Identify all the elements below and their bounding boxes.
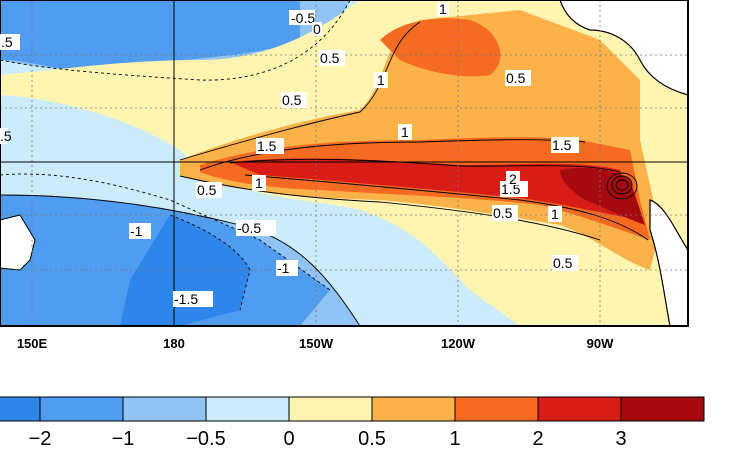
- contour-label: .5: [0, 128, 12, 144]
- colorbar-tick-label: −1: [112, 428, 135, 450]
- field-neg-1.5: [120, 215, 250, 326]
- longitude-label: 150W: [299, 336, 334, 351]
- longitude-label: 90W: [587, 336, 614, 351]
- contour-label: -1: [130, 223, 143, 239]
- longitude-label: 180: [163, 336, 185, 351]
- contour-label: 1: [377, 72, 385, 88]
- field-pos-3: [560, 168, 645, 225]
- colorbar-swatch: [371, 396, 456, 422]
- contour-label: -1: [277, 260, 290, 276]
- contour-label: 0.5: [282, 92, 302, 108]
- colorbar: −2 −1 −0.5 0 0.5 1 2 3: [0, 396, 705, 450]
- colorbar-tick-label: −2: [29, 428, 52, 450]
- colorbar-swatch: [454, 396, 539, 422]
- contour-label: 0: [313, 21, 321, 37]
- colorbar-swatch: [122, 396, 207, 422]
- contour-label: .5: [1, 34, 13, 50]
- land-south-america: [649, 199, 688, 326]
- colorbar-swatch: [0, 396, 41, 422]
- contour-label: 0.5: [506, 70, 526, 86]
- field-pos-2: [230, 158, 640, 220]
- contour-label: 1.5: [552, 137, 572, 153]
- colorbar-tick-label: 1: [449, 428, 460, 450]
- land-central-america: [559, 0, 688, 96]
- colorbar-swatches: [0, 396, 705, 422]
- grid-solid: [0, 0, 688, 326]
- longitude-label: 150E: [17, 336, 48, 351]
- contour-label: 1: [255, 175, 263, 191]
- colorbar-tick-label: 0.5: [358, 428, 386, 450]
- contour-label: 1: [401, 124, 409, 140]
- longitude-label: 120W: [441, 336, 476, 351]
- contour-label: -0.5: [237, 220, 261, 236]
- contour-label: 0.5: [197, 182, 217, 198]
- field-pos-1-north: [380, 18, 501, 77]
- colorbar-tick-label: 3: [615, 428, 626, 450]
- map-field: [0, 0, 688, 326]
- core-rings: [606, 172, 638, 200]
- longitude-axis: 150E 180 150W 120W 90W: [17, 336, 614, 351]
- negative-contours: [0, 0, 351, 311]
- contour-label: -1.5: [174, 291, 198, 307]
- colorbar-swatch: [205, 396, 290, 422]
- colorbar-labels: −2 −1 −0.5 0 0.5 1 2 3: [29, 428, 627, 450]
- contour-label: 0.5: [493, 205, 513, 221]
- colorbar-swatch: [620, 396, 705, 422]
- contour-label-group: -0.5 0 0.5 1 0.5 0.5 1 1.5 1.5 1 0.5 1.5…: [0, 1, 579, 307]
- colorbar-swatch: [288, 396, 373, 422]
- contour-label: -0.5: [291, 10, 315, 26]
- grid-dotted: [0, 0, 688, 326]
- colorbar-swatch: [39, 396, 124, 422]
- contour-label: 2: [509, 171, 517, 187]
- colorbar-swatch: [537, 396, 622, 422]
- contour-label: 0.5: [320, 50, 340, 66]
- colorbar-tick-label: 0: [283, 428, 294, 450]
- colorbar-tick-label: 2: [532, 428, 543, 450]
- contour-label: 1: [551, 206, 559, 222]
- contour-lines: [0, 21, 649, 326]
- contour-label: 0.5: [553, 255, 573, 271]
- contour-label: 1.5: [257, 138, 277, 154]
- contour-label: 1: [439, 1, 447, 17]
- map-frame: [0, 0, 689, 327]
- colorbar-tick-label: −0.5: [186, 428, 225, 450]
